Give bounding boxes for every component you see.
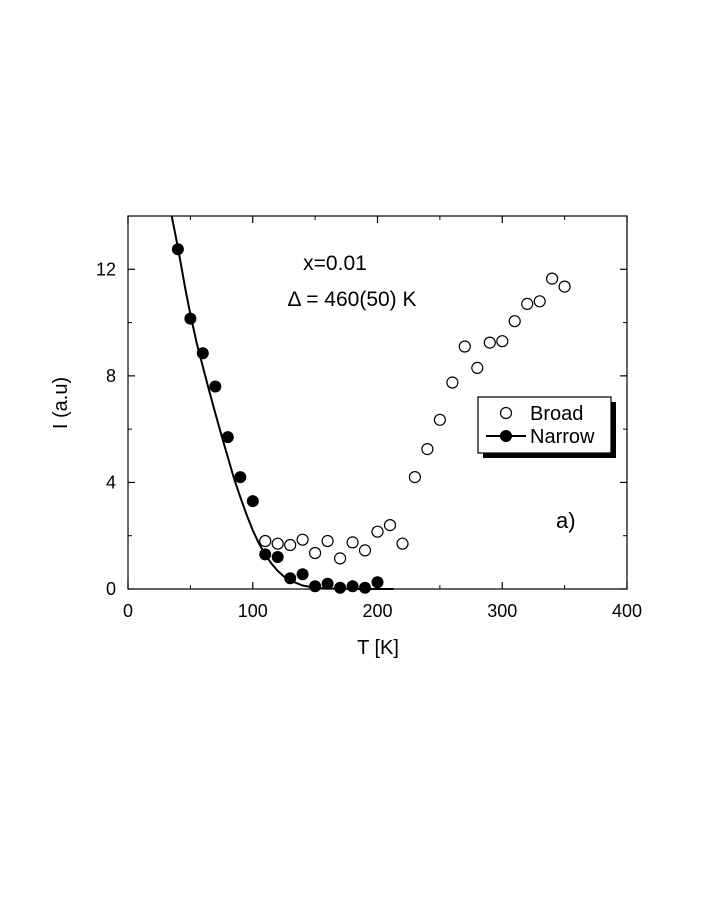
x-tick-label: 100 [238, 601, 268, 621]
narrow-point [296, 568, 309, 581]
broad-point [521, 297, 534, 310]
broad-point [371, 525, 384, 538]
y-tick-label: 4 [106, 472, 116, 492]
y-tick-label: 0 [106, 579, 116, 599]
narrow-point [371, 576, 384, 589]
broad-point [471, 361, 484, 374]
broad-point [458, 340, 471, 353]
broad-point [271, 537, 284, 550]
broad-point [284, 538, 297, 552]
axis-tick-labels: 0 100 200 300 400 0 4 8 12 [96, 259, 642, 621]
broad-point [421, 443, 434, 456]
broad-point [346, 536, 359, 549]
broad-point [408, 471, 421, 484]
data-points [171, 243, 571, 594]
composition-annotation: x=0.01 [303, 252, 367, 275]
x-tick-label: 200 [362, 601, 392, 621]
broad-point [396, 537, 409, 550]
narrow-point [234, 471, 247, 484]
narrow-point [309, 580, 322, 593]
panel-label: a) [556, 508, 576, 533]
legend-narrow-label: Narrow [530, 426, 595, 448]
broad-point [558, 280, 571, 293]
broad-point [296, 533, 309, 546]
x-axis-label: T [K] [357, 637, 399, 659]
broad-point [446, 376, 459, 389]
broad-point [334, 552, 347, 565]
broad-point [259, 534, 272, 548]
narrow-point [334, 581, 347, 594]
legend-broad-marker [499, 406, 513, 420]
narrow-point [221, 431, 234, 444]
broad-point [358, 544, 372, 557]
x-tick-label: 0 [123, 601, 133, 621]
legend-narrow-marker [500, 430, 512, 442]
broad-point [321, 534, 334, 548]
narrow-fit-curve [170, 215, 394, 590]
broad-point [533, 295, 546, 308]
narrow-point [321, 577, 334, 590]
legend: Broad Narrow [477, 396, 616, 458]
broad-point [508, 315, 521, 328]
y-tick-label: 8 [106, 366, 116, 386]
broad-point [433, 413, 446, 426]
narrow-point [259, 548, 272, 561]
broad-point [483, 336, 496, 349]
narrow-point [271, 551, 284, 563]
broad-point [309, 546, 322, 560]
narrow-point [196, 347, 209, 360]
y-axis-label: I (a.u) [50, 377, 72, 429]
broad-point [383, 518, 397, 532]
x-tick-label: 300 [487, 601, 517, 621]
narrow-point [171, 243, 184, 256]
broad-point [545, 272, 559, 285]
y-tick-label: 12 [96, 259, 116, 279]
narrow-point [184, 312, 197, 325]
legend-box [477, 396, 612, 454]
narrow-point [209, 380, 222, 393]
narrow-point [246, 495, 259, 508]
broad-point [496, 335, 509, 348]
gap-annotation: Δ = 460(50) K [287, 288, 416, 311]
legend-broad-label: Broad [530, 403, 583, 425]
x-tick-label: 400 [612, 601, 642, 621]
narrow-point [284, 572, 297, 585]
narrow-point [346, 580, 359, 593]
narrow-point [359, 581, 371, 594]
